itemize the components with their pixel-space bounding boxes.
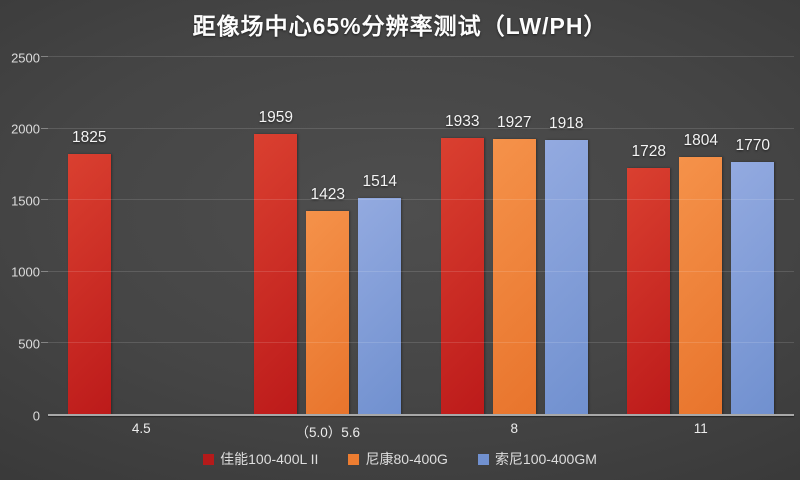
gridline: [48, 199, 794, 201]
legend-swatch-icon: [477, 453, 489, 465]
legend-swatch-icon: [348, 453, 360, 465]
legend-label: 佳能100-400L II: [220, 451, 319, 467]
bar-value-label: 1959: [258, 109, 293, 127]
gridline: [48, 270, 794, 272]
bar-value-label: 1804: [683, 131, 718, 149]
bar-value-label: 1728: [631, 142, 666, 160]
bar-slot: 1770: [731, 57, 775, 415]
x-tick-label: 8: [510, 421, 518, 436]
x-axis-labels: 4.5 （5.0）5.6 8 11: [48, 421, 794, 441]
bar-value-label: 1423: [310, 186, 345, 204]
bar: [306, 211, 350, 415]
legend-item: 尼康80-400G: [348, 449, 448, 469]
y-tick: [41, 342, 48, 344]
bar-slot: 1804: [679, 57, 723, 415]
bar-slot: 1728: [627, 57, 671, 415]
bar-slot: 1423: [306, 57, 350, 415]
bar: [544, 140, 588, 415]
legend-item: 索尼100-400GM: [477, 449, 597, 469]
bar-slot: 1918: [544, 57, 588, 415]
legend: 佳能100-400L II 尼康80-400G 索尼100-400GM: [0, 449, 800, 469]
bar: [679, 156, 723, 415]
bar-slot: 1825: [67, 57, 111, 415]
bar: [254, 134, 298, 415]
y-tick-label: 2500: [11, 50, 40, 65]
legend-swatch-icon: [203, 453, 215, 465]
bar-slot: 1959: [254, 57, 298, 415]
bar-value-label: 1825: [72, 128, 107, 146]
bar-value-label: 1933: [445, 113, 480, 131]
bar: [731, 161, 775, 415]
bar-groups: 1825 1959 1423 1514 1933 1927 1918 1728 1804 1770: [48, 57, 794, 415]
chart-title: 距像场中心65%分辨率测试（LW/PH）: [192, 13, 608, 39]
legend-label: 索尼100-400GM: [494, 451, 597, 467]
bar: [440, 138, 484, 415]
bar-group: 1728 1804 1770: [608, 57, 795, 415]
x-tick-label: 4.5: [131, 421, 151, 436]
bar: [67, 153, 111, 415]
y-tick: [41, 127, 48, 129]
bar-slot: 1933: [440, 57, 484, 415]
gridline: [48, 56, 794, 57]
bar-slot: 1927: [492, 57, 536, 415]
bar-slot: 1514: [358, 57, 402, 415]
plot-area: 1825 1959 1423 1514 1933 1927 1918 1728 1804 1770: [41, 56, 794, 416]
bar-group: 1959 1423 1514: [235, 57, 422, 415]
gridline: [48, 127, 794, 129]
y-tick-label: 2000: [11, 121, 40, 137]
bar: [358, 198, 402, 415]
bar: [627, 167, 671, 415]
y-tick-label: 1500: [11, 193, 40, 209]
y-tick: [41, 199, 48, 201]
bar-value-label: 1770: [735, 136, 770, 154]
y-tick: [41, 56, 48, 57]
legend-item: 佳能100-400L II: [203, 449, 318, 469]
bar-slot: [120, 57, 163, 415]
bar-value-label: 1514: [362, 173, 397, 191]
bar-slot: [172, 57, 215, 415]
legend-label: 尼康80-400G: [365, 451, 448, 467]
y-tick-label: 0: [32, 408, 40, 423]
y-axis-labels: 0 500 1000 1500 2000 2500: [0, 50, 40, 423]
gridline: [48, 342, 794, 344]
bar-value-label: 1927: [497, 114, 532, 132]
y-tick-label: 500: [18, 336, 40, 352]
x-tick-label: 11: [693, 421, 708, 436]
y-tick: [41, 270, 48, 272]
bar: [492, 139, 536, 415]
x-axis-line: [48, 414, 794, 416]
y-tick-label: 1000: [11, 264, 40, 280]
bar-value-label: 1918: [549, 115, 584, 133]
bar-group: 1825: [48, 57, 235, 415]
bar-group: 1933 1927 1918: [421, 57, 608, 415]
x-tick-label: （5.0）5.6: [295, 425, 361, 440]
